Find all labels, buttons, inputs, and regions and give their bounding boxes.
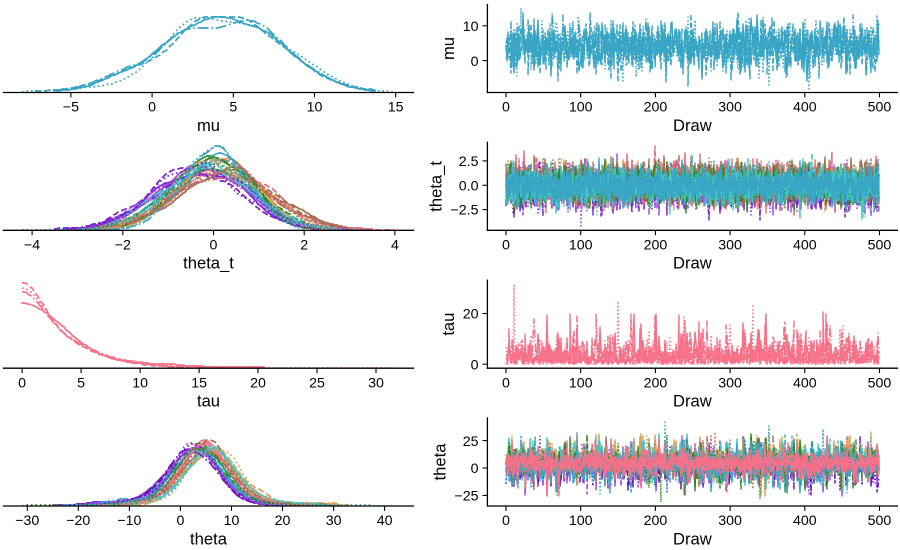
svg-text:Draw: Draw: [673, 116, 713, 135]
svg-text:200: 200: [644, 513, 668, 529]
svg-text:200: 200: [644, 238, 668, 254]
svg-text:tau: tau: [197, 392, 220, 411]
svg-text:30: 30: [326, 513, 342, 529]
svg-text:theta: theta: [190, 529, 228, 548]
svg-text:100: 100: [569, 100, 593, 116]
svg-text:0: 0: [210, 238, 218, 254]
svg-text:Draw: Draw: [673, 254, 713, 273]
svg-text:Draw: Draw: [673, 529, 713, 548]
svg-text:300: 300: [718, 100, 742, 116]
svg-text:−20: −20: [66, 513, 90, 529]
svg-text:0.0: 0.0: [459, 178, 479, 194]
svg-text:300: 300: [718, 375, 742, 391]
svg-text:5: 5: [77, 375, 85, 391]
svg-text:100: 100: [569, 238, 593, 254]
svg-text:0: 0: [18, 375, 26, 391]
svg-text:0: 0: [502, 375, 510, 391]
svg-text:−10: −10: [117, 513, 141, 529]
svg-text:10: 10: [307, 100, 323, 116]
svg-text:−30: −30: [15, 513, 39, 529]
svg-text:100: 100: [569, 375, 593, 391]
svg-text:25: 25: [309, 375, 325, 391]
svg-text:5: 5: [229, 100, 237, 116]
svg-text:40: 40: [377, 513, 393, 529]
svg-text:0: 0: [471, 54, 479, 70]
svg-text:20: 20: [250, 375, 266, 391]
svg-text:400: 400: [793, 375, 817, 391]
svg-text:−4: −4: [24, 238, 40, 254]
svg-text:30: 30: [368, 375, 384, 391]
svg-text:200: 200: [644, 100, 668, 116]
svg-text:500: 500: [868, 238, 892, 254]
svg-text:2: 2: [300, 238, 308, 254]
svg-text:theta_t: theta_t: [183, 254, 234, 273]
svg-text:theta_t: theta_t: [426, 161, 445, 212]
svg-text:15: 15: [191, 375, 207, 391]
svg-text:500: 500: [868, 100, 892, 116]
svg-text:Draw: Draw: [673, 392, 713, 411]
svg-text:10: 10: [463, 19, 479, 35]
svg-text:400: 400: [793, 238, 817, 254]
svg-text:15: 15: [388, 100, 404, 116]
svg-text:0: 0: [148, 100, 156, 116]
svg-text:0: 0: [502, 100, 510, 116]
svg-text:4: 4: [391, 238, 399, 254]
svg-text:25: 25: [463, 434, 479, 450]
svg-text:tau: tau: [439, 313, 458, 336]
svg-text:−5: −5: [63, 100, 79, 116]
svg-text:0: 0: [502, 238, 510, 254]
svg-text:200: 200: [644, 375, 668, 391]
svg-text:0: 0: [471, 461, 479, 477]
svg-text:−25: −25: [454, 489, 478, 505]
svg-text:300: 300: [718, 513, 742, 529]
svg-text:10: 10: [132, 375, 148, 391]
svg-text:400: 400: [793, 100, 817, 116]
svg-text:10: 10: [224, 513, 240, 529]
svg-text:400: 400: [793, 513, 817, 529]
svg-text:100: 100: [569, 513, 593, 529]
svg-text:mu: mu: [197, 116, 220, 135]
svg-text:theta: theta: [430, 443, 449, 481]
svg-text:0: 0: [471, 357, 479, 373]
svg-text:20: 20: [463, 307, 479, 323]
svg-text:−2: −2: [115, 238, 131, 254]
svg-text:2.5: 2.5: [459, 154, 479, 170]
svg-text:500: 500: [868, 513, 892, 529]
svg-text:mu: mu: [439, 37, 458, 60]
svg-text:300: 300: [718, 238, 742, 254]
svg-text:500: 500: [868, 375, 892, 391]
svg-text:−2.5: −2.5: [450, 203, 478, 219]
svg-text:20: 20: [275, 513, 291, 529]
svg-text:0: 0: [176, 513, 184, 529]
svg-text:0: 0: [502, 513, 510, 529]
